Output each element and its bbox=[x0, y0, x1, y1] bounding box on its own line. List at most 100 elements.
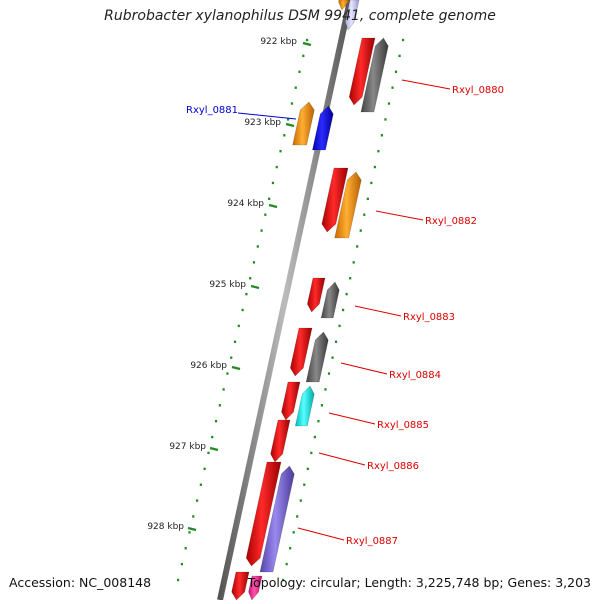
tick-mark bbox=[209, 446, 219, 452]
inner-ring-dot bbox=[188, 531, 191, 534]
inner-ring-dot bbox=[218, 404, 221, 407]
inner-ring-dot bbox=[177, 578, 180, 582]
outer-ring-dot bbox=[373, 165, 376, 169]
outer-ring-dot bbox=[342, 308, 345, 312]
inner-ring-dot bbox=[279, 149, 282, 153]
genome-backbone bbox=[217, 0, 353, 601]
tick-label-925: 925 kbp bbox=[209, 280, 246, 290]
inner-dotted-ring bbox=[177, 38, 309, 582]
tick-mark bbox=[302, 41, 312, 47]
cyan-feature-rxyl-0885[interactable] bbox=[294, 385, 315, 427]
outer-ring-dot bbox=[327, 372, 331, 375]
red-cds-rxyl-0886[interactable] bbox=[270, 419, 291, 463]
inner-ring-dot bbox=[192, 515, 195, 518]
outer-ring-dot bbox=[317, 419, 320, 423]
outer-ring-dot bbox=[296, 515, 299, 518]
gene-label-rxyl-0881[interactable]: Rxyl_0881 bbox=[186, 105, 238, 116]
outer-ring-dot bbox=[377, 149, 380, 153]
label-leader-lines bbox=[237, 79, 451, 541]
gene-label-rxyl-0880[interactable]: Rxyl_0880 bbox=[452, 85, 504, 96]
inner-ring-dot bbox=[233, 340, 237, 343]
outer-ring-dot bbox=[285, 562, 288, 566]
label-leader-line bbox=[354, 305, 402, 317]
inner-ring-dot bbox=[294, 86, 297, 89]
outer-ring-dot bbox=[303, 483, 306, 486]
label-leader-line bbox=[328, 412, 376, 425]
inner-ring-dot bbox=[260, 229, 263, 232]
outer-ring-dot bbox=[282, 578, 285, 582]
inner-ring-dot bbox=[184, 547, 187, 550]
accession-text: Accession: NC_008148 bbox=[9, 575, 152, 590]
red-cds-rxyl-0884[interactable] bbox=[290, 327, 313, 377]
outer-ring-dot bbox=[366, 197, 369, 201]
inner-ring-dot bbox=[203, 467, 206, 471]
red-cds-rxyl-0885[interactable] bbox=[281, 381, 301, 421]
outer-dotted-ring bbox=[282, 38, 405, 582]
outer-ring-dot bbox=[391, 86, 394, 89]
gene-label-rxyl-0882[interactable]: Rxyl_0882 bbox=[425, 216, 477, 227]
inner-ring-dot bbox=[287, 118, 290, 121]
tick-mark bbox=[268, 203, 278, 209]
gene-label-rxyl-0885[interactable]: Rxyl_0885 bbox=[377, 420, 429, 431]
outer-ring-dot bbox=[292, 531, 295, 534]
inner-ring-dot bbox=[230, 356, 233, 359]
outer-ring-dot bbox=[384, 118, 387, 121]
red-cds-rxyl-0887[interactable] bbox=[245, 461, 282, 567]
inner-ring-dot bbox=[241, 308, 244, 312]
gene-label-rxyl-0886[interactable]: Rxyl_0886 bbox=[367, 461, 419, 472]
tick-label-924: 924 kbp bbox=[227, 199, 264, 209]
inner-ring-dot bbox=[268, 197, 271, 201]
label-leader-line bbox=[237, 112, 297, 120]
gene-label-rxyl-0883[interactable]: Rxyl_0883 bbox=[403, 312, 455, 323]
red-cds-rxyl-0880[interactable] bbox=[348, 37, 376, 106]
label-leader-line bbox=[340, 362, 388, 375]
gray-feature-rxyl-0883[interactable] bbox=[320, 281, 340, 319]
gene-label-rxyl-0887[interactable]: Rxyl_0887 bbox=[346, 536, 398, 547]
gray-feature-rxyl-0884[interactable] bbox=[305, 331, 329, 383]
outer-ring-dot bbox=[345, 292, 348, 296]
outer-ring-dot bbox=[387, 102, 391, 105]
orange-feature-rxyl-0881[interactable] bbox=[292, 101, 315, 146]
label-leader-line bbox=[401, 79, 451, 90]
orange-feature-rxyl-0882[interactable] bbox=[334, 171, 362, 239]
red-cds-bottom[interactable] bbox=[231, 571, 250, 601]
label-leader-line bbox=[297, 527, 345, 541]
red-cds-rxyl-0882[interactable] bbox=[321, 167, 349, 233]
blue-feature-rxyl-0881[interactable] bbox=[312, 105, 334, 151]
outer-ring-dot bbox=[394, 70, 398, 73]
tick-label-927: 927 kbp bbox=[169, 442, 206, 452]
orange-feature-top[interactable] bbox=[338, 0, 350, 11]
tick-label-922: 922 kbp bbox=[260, 37, 297, 47]
outer-ring-dot bbox=[359, 229, 362, 232]
outer-ring-dot bbox=[402, 38, 405, 42]
outer-ring-dot bbox=[289, 547, 292, 550]
tick-mark bbox=[250, 284, 260, 290]
inner-ring-dot bbox=[271, 181, 275, 185]
tick-label-926: 926 kbp bbox=[190, 361, 227, 371]
outer-ring-dot bbox=[352, 261, 355, 264]
outer-ring-dot bbox=[349, 277, 352, 280]
pink-feature-bottom[interactable] bbox=[248, 575, 263, 601]
tick-mark bbox=[231, 365, 241, 371]
outer-ring-dot bbox=[338, 324, 341, 328]
gene-label-rxyl-0884[interactable]: Rxyl_0884 bbox=[389, 370, 441, 381]
outer-ring-dot bbox=[306, 467, 309, 471]
inner-ring-dot bbox=[199, 483, 202, 486]
inner-ring-dot bbox=[249, 277, 252, 280]
pale-feature-top[interactable] bbox=[344, 0, 360, 31]
red-cds-rxyl-0883[interactable] bbox=[307, 277, 326, 313]
inner-ring-dot bbox=[290, 102, 294, 105]
inner-ring-dot bbox=[256, 245, 259, 248]
outer-ring-dot bbox=[313, 435, 316, 439]
outer-ring-dot bbox=[320, 404, 324, 407]
outer-ring-dot bbox=[370, 181, 373, 185]
inner-ring-dot bbox=[214, 419, 218, 423]
violet-feature-rxyl-0887[interactable] bbox=[259, 465, 295, 573]
tick-mark bbox=[187, 526, 197, 532]
gray-feature-rxyl-0880[interactable] bbox=[360, 37, 389, 113]
tick-mark bbox=[285, 122, 295, 128]
outer-ring-dot bbox=[299, 499, 302, 502]
position-ticks bbox=[187, 41, 312, 532]
